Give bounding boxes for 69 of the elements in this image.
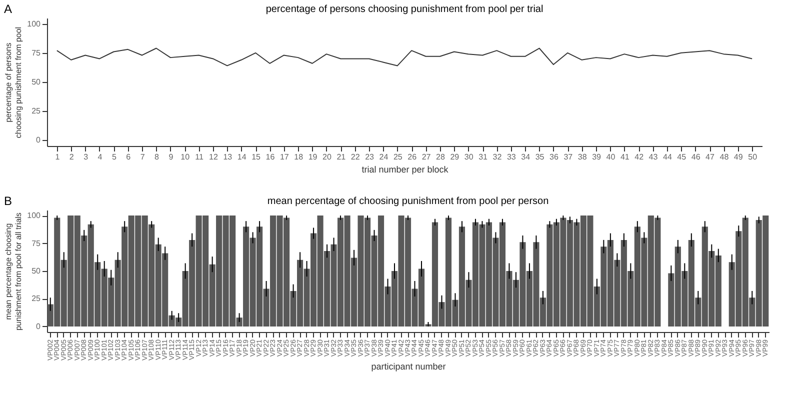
x-tick-label: 8 [154, 152, 160, 162]
text: A [4, 2, 12, 16]
y-tick-label: 50 [32, 78, 42, 86]
x-tick-label: 2 [69, 152, 74, 162]
x-tick-label: 10 [180, 152, 190, 162]
x-tick-label: 17 [280, 152, 290, 162]
y-tick-label: 50 [32, 266, 42, 276]
x-tick-label: 36 [550, 152, 559, 162]
x-tick-label: 31 [478, 152, 488, 162]
x-tick-label: 5 [112, 152, 117, 162]
x-tick-label: 12 [209, 152, 218, 162]
x-tick-label: 25 [393, 152, 403, 162]
chart-title: percentage of persons choosing punishment from pool per trial [266, 4, 544, 15]
x-tick-label: 9 [168, 152, 174, 162]
x-tick-label: 37 [564, 152, 574, 162]
y-tick-label: 0 [36, 322, 42, 331]
y-tick-label: 25 [32, 294, 42, 304]
x-tick-label: 39 [592, 152, 602, 162]
x-tick-label: 13 [223, 152, 233, 162]
y-tick-label: 25 [32, 106, 42, 116]
x-tick-label: 43 [648, 152, 658, 162]
y-tick-label: 75 [32, 238, 42, 248]
x-tick-label: 44 [662, 152, 672, 162]
x-tick-label: 42 [634, 152, 644, 162]
x-tick-label: 49 [734, 152, 744, 162]
x-tick-label: 38 [578, 152, 588, 162]
chart-title: mean percentage of choosing punishment from pool per person [267, 196, 549, 207]
line-series [56, 48, 753, 66]
text: B [4, 194, 12, 208]
x-tick-label: 14 [237, 152, 247, 162]
x-tick-label: 46 [691, 152, 701, 162]
x-axis-title: trial number per block [362, 164, 449, 174]
x-tick-label: 19 [308, 152, 318, 162]
x-tick-label: 20 [322, 152, 332, 162]
x-tick-label: 3 [84, 152, 89, 162]
x-tick-label: 23 [365, 152, 375, 162]
x-tick-label: 40 [606, 152, 616, 162]
x-tick-label: 6 [126, 152, 132, 162]
x-tick-label: 1 [55, 152, 60, 162]
y-tick-label: 100 [27, 19, 42, 28]
x-tick-label: 21 [336, 152, 346, 162]
x-tick-label: 47 [706, 152, 716, 162]
x-tick-label: 11 [195, 152, 204, 162]
x-axis-title: participant number [371, 362, 446, 372]
y-tick-label: 100 [27, 211, 42, 220]
x-tick-label: 7 [140, 152, 146, 162]
x-tick-label: 45 [677, 152, 687, 162]
x-tick-label: 33 [506, 152, 516, 162]
x-tick-label: 28 [436, 152, 446, 162]
x-tick-label: 22 [350, 152, 360, 162]
x-tick-label: 24 [379, 152, 389, 162]
x-tick-label: 27 [422, 152, 432, 162]
x-tick-label: 41 [620, 152, 630, 162]
x-tick-label: 50 [748, 152, 758, 162]
x-tick-label: 18 [294, 152, 304, 162]
x-tick-label: 26 [408, 152, 418, 162]
x-tick-label: 30 [464, 152, 474, 162]
x-tick-label: 35 [535, 152, 545, 162]
y-axis-title: mean percentage choosing punishment from pool for all trials [4, 212, 24, 330]
y-tick-label: 0 [36, 136, 42, 145]
x-tick-label: 48 [720, 152, 730, 162]
x-tick-label: 15 [252, 152, 262, 162]
y-tick-label: 75 [32, 48, 42, 58]
y-axis-title: percentage of persons choosing punishment from pool [4, 26, 24, 138]
x-tick-label: 29 [450, 152, 460, 162]
x-tick-label: 32 [492, 152, 502, 162]
x-tick-label: 16 [266, 152, 276, 162]
x-tick-label: 34 [521, 152, 531, 162]
x-tick-label: 4 [98, 152, 103, 162]
